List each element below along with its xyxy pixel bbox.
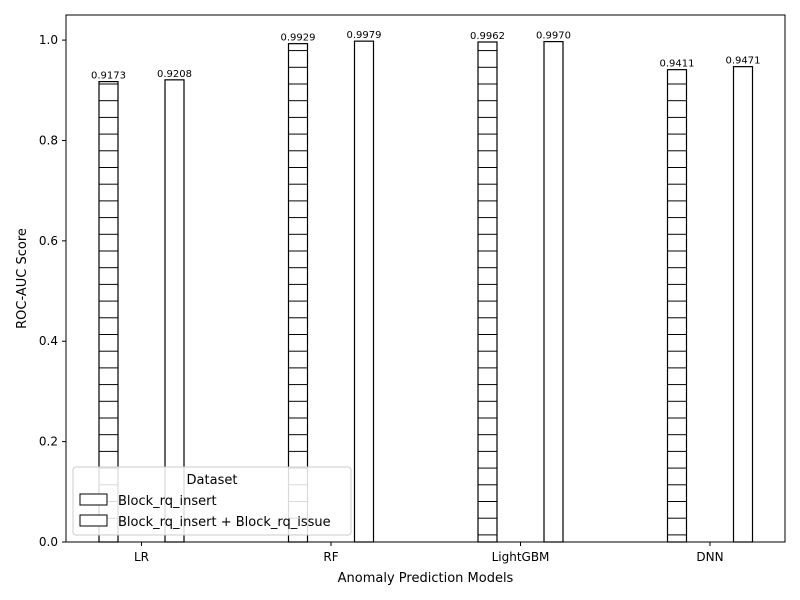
data-label-lr-series-2: 0.9208 [157, 69, 192, 80]
y-tick-label: 1.0 [39, 33, 58, 47]
data-label-lightgbm-series-2: 0.9970 [536, 31, 571, 42]
y-tick-label: 0.2 [39, 435, 58, 449]
legend-swatch-series-1 [79, 493, 108, 506]
bar-dnn-series-1 [666, 69, 688, 543]
data-label-rf-series-1: 0.9929 [281, 33, 316, 44]
bar-dnn-series-2 [732, 66, 754, 543]
legend-title: Dataset [187, 473, 238, 488]
x-tick-label-rf: RF [323, 550, 338, 564]
y-tick-label: 0.8 [39, 133, 58, 147]
y-tick-label: 0.0 [39, 535, 58, 549]
legend-box [72, 466, 352, 536]
data-label-dnn-series-1: 0.9411 [660, 59, 695, 70]
bar-rf-series-2 [353, 40, 375, 543]
x-axis-label: Anomaly Prediction Models [338, 571, 514, 586]
bar-lightgbm-series-1 [477, 41, 498, 543]
plot-frame [65, 14, 786, 543]
x-tick-label-dnn: DNN [696, 550, 723, 564]
data-label-dnn-series-2: 0.9471 [726, 56, 761, 67]
data-label-rf-series-2: 0.9979 [347, 30, 382, 41]
bar-lightgbm-series-2 [543, 41, 564, 543]
x-tick-label-lr: LR [134, 550, 149, 564]
legend: Dataset Block_rq_insert Block_rq_insert … [72, 466, 352, 536]
data-label-lightgbm-series-1: 0.9962 [470, 31, 505, 42]
data-label-lr-series-1: 0.9173 [91, 71, 126, 82]
legend-entry-series-1: Block_rq_insert [118, 494, 217, 509]
y-tick-label: 0.4 [39, 334, 58, 348]
x-tick-label-lightgbm: LightGBM [492, 550, 550, 564]
legend-entry-series-2: Block_rq_insert + Block_rq_issue [118, 515, 331, 530]
y-tick-label: 0.6 [39, 234, 58, 248]
legend-swatch-series-2 [79, 514, 108, 527]
y-axis-label: ROC-AUC Score [15, 228, 30, 329]
